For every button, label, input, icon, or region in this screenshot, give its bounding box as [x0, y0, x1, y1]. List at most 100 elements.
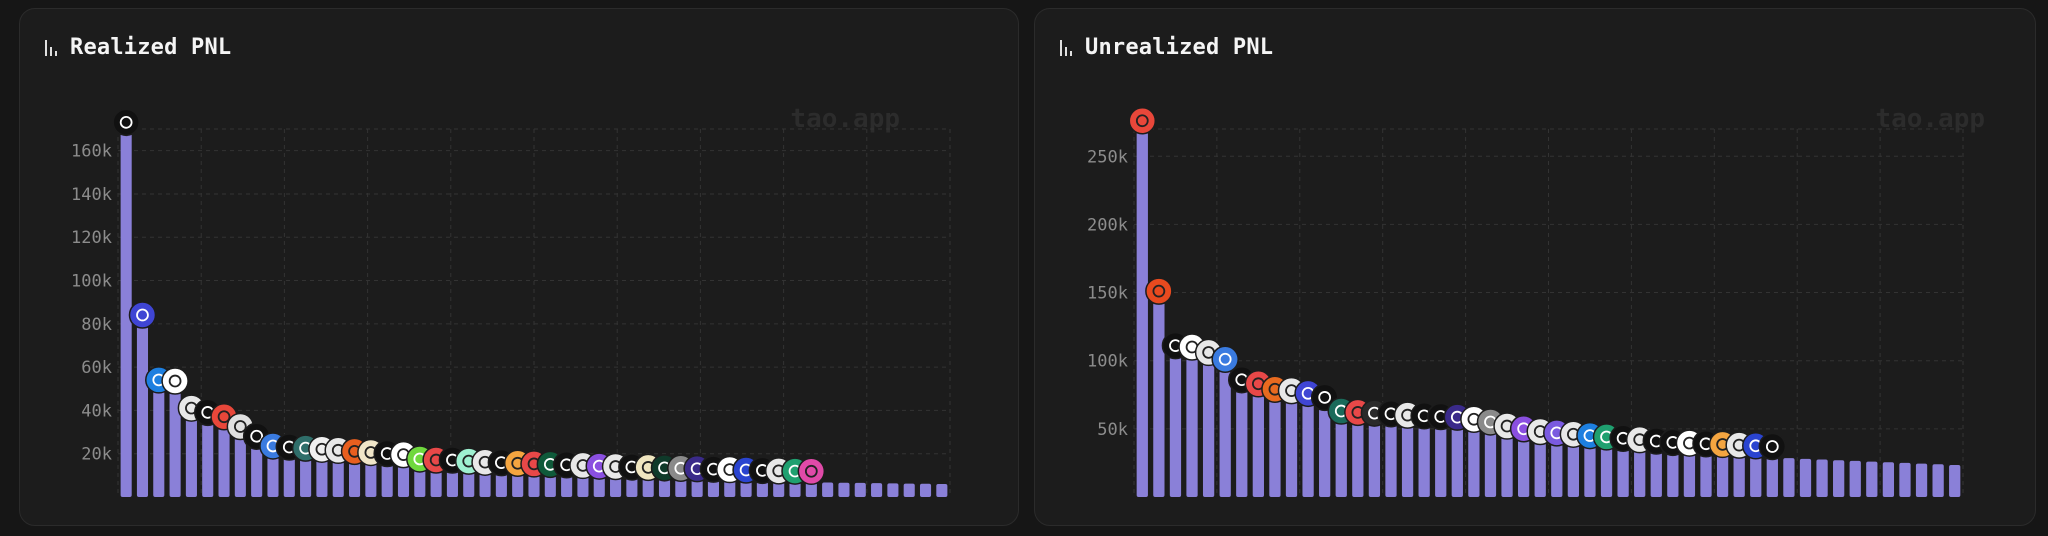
bar[interactable]	[349, 462, 361, 497]
bar[interactable]	[1451, 428, 1463, 497]
bar[interactable]	[610, 477, 622, 497]
bar[interactable]	[528, 474, 540, 497]
bar[interactable]	[169, 392, 181, 497]
bar[interactable]	[561, 475, 573, 497]
bar[interactable]	[1882, 462, 1895, 497]
bar[interactable]	[251, 447, 263, 497]
bar[interactable]	[1484, 432, 1497, 497]
bar[interactable]	[120, 133, 132, 497]
bar[interactable]	[1401, 426, 1414, 497]
bar[interactable]	[642, 478, 654, 497]
bar[interactable]	[1600, 447, 1613, 497]
bar[interactable]	[1517, 439, 1530, 497]
bar[interactable]	[1700, 454, 1712, 497]
bar[interactable]	[1136, 131, 1148, 497]
bar[interactable]	[332, 461, 344, 497]
bar[interactable]	[1186, 357, 1198, 497]
bar[interactable]	[887, 483, 899, 497]
bar[interactable]	[691, 479, 703, 497]
bar[interactable]	[414, 469, 426, 497]
bar[interactable]	[512, 474, 524, 497]
bar[interactable]	[1468, 430, 1480, 497]
bar[interactable]	[283, 458, 295, 497]
bar[interactable]	[1385, 424, 1397, 497]
bar[interactable]	[1368, 424, 1381, 497]
bar[interactable]	[218, 427, 230, 497]
bar[interactable]	[495, 473, 507, 497]
bar[interactable]	[919, 483, 932, 497]
bar[interactable]	[1302, 404, 1314, 497]
bar[interactable]	[1418, 426, 1430, 497]
bar[interactable]	[1169, 356, 1182, 497]
bar[interactable]	[1783, 458, 1795, 497]
bar[interactable]	[1816, 459, 1828, 497]
bar[interactable]	[675, 479, 687, 497]
bar[interactable]	[1866, 461, 1878, 497]
bar[interactable]	[365, 463, 377, 497]
bar[interactable]	[479, 473, 491, 497]
bar[interactable]	[1683, 454, 1696, 497]
bar[interactable]	[1269, 400, 1281, 497]
bar[interactable]	[136, 325, 149, 497]
bar[interactable]	[1534, 442, 1546, 497]
bar[interactable]	[1153, 302, 1165, 497]
bar[interactable]	[153, 390, 165, 497]
bar[interactable]	[1352, 423, 1364, 497]
bar[interactable]	[1766, 457, 1778, 497]
bar[interactable]	[903, 483, 915, 497]
bar[interactable]	[593, 477, 605, 497]
bar[interactable]	[1219, 370, 1231, 497]
bar[interactable]	[234, 437, 246, 497]
bar[interactable]	[1750, 456, 1762, 497]
bar[interactable]	[446, 471, 458, 497]
bar[interactable]	[577, 476, 589, 497]
bar[interactable]	[1899, 462, 1911, 497]
bar[interactable]	[773, 481, 785, 497]
bar[interactable]	[1915, 463, 1928, 497]
bar[interactable]	[267, 456, 279, 497]
bar[interactable]	[463, 472, 475, 497]
bar[interactable]	[1202, 363, 1215, 497]
bar[interactable]	[202, 423, 214, 497]
bar[interactable]	[185, 419, 197, 497]
bar[interactable]	[1667, 453, 1679, 497]
bar[interactable]	[1833, 460, 1845, 497]
bar[interactable]	[1584, 446, 1596, 497]
bar[interactable]	[1335, 422, 1347, 497]
bar[interactable]	[544, 475, 556, 497]
bar[interactable]	[1236, 390, 1248, 497]
bar[interactable]	[1650, 452, 1662, 497]
bar[interactable]	[316, 460, 328, 497]
bar[interactable]	[805, 482, 817, 497]
bar[interactable]	[1567, 445, 1580, 497]
bar[interactable]	[1634, 450, 1646, 497]
bar[interactable]	[740, 480, 752, 497]
bar[interactable]	[1733, 456, 1745, 497]
bar[interactable]	[1617, 449, 1629, 497]
bar[interactable]	[430, 471, 442, 497]
bar[interactable]	[822, 482, 834, 497]
bar[interactable]	[871, 483, 883, 497]
bar[interactable]	[1319, 408, 1331, 497]
bar[interactable]	[658, 478, 671, 497]
bar[interactable]	[1716, 455, 1729, 497]
bar[interactable]	[397, 465, 410, 497]
bar[interactable]	[1285, 401, 1298, 497]
bar[interactable]	[1932, 464, 1944, 497]
bar[interactable]	[626, 477, 638, 497]
bar[interactable]	[789, 482, 801, 497]
bar[interactable]	[838, 482, 850, 497]
bar[interactable]	[936, 484, 948, 497]
bar[interactable]	[1551, 443, 1563, 497]
bar[interactable]	[756, 481, 768, 497]
bar[interactable]	[1252, 394, 1264, 497]
bar[interactable]	[1849, 460, 1861, 497]
bar[interactable]	[381, 464, 393, 497]
bar[interactable]	[300, 459, 312, 497]
bar[interactable]	[1501, 437, 1513, 497]
bar[interactable]	[1799, 458, 1812, 497]
bar[interactable]	[854, 482, 866, 497]
bar[interactable]	[707, 480, 719, 497]
bar[interactable]	[1435, 427, 1447, 497]
bar[interactable]	[724, 480, 736, 497]
